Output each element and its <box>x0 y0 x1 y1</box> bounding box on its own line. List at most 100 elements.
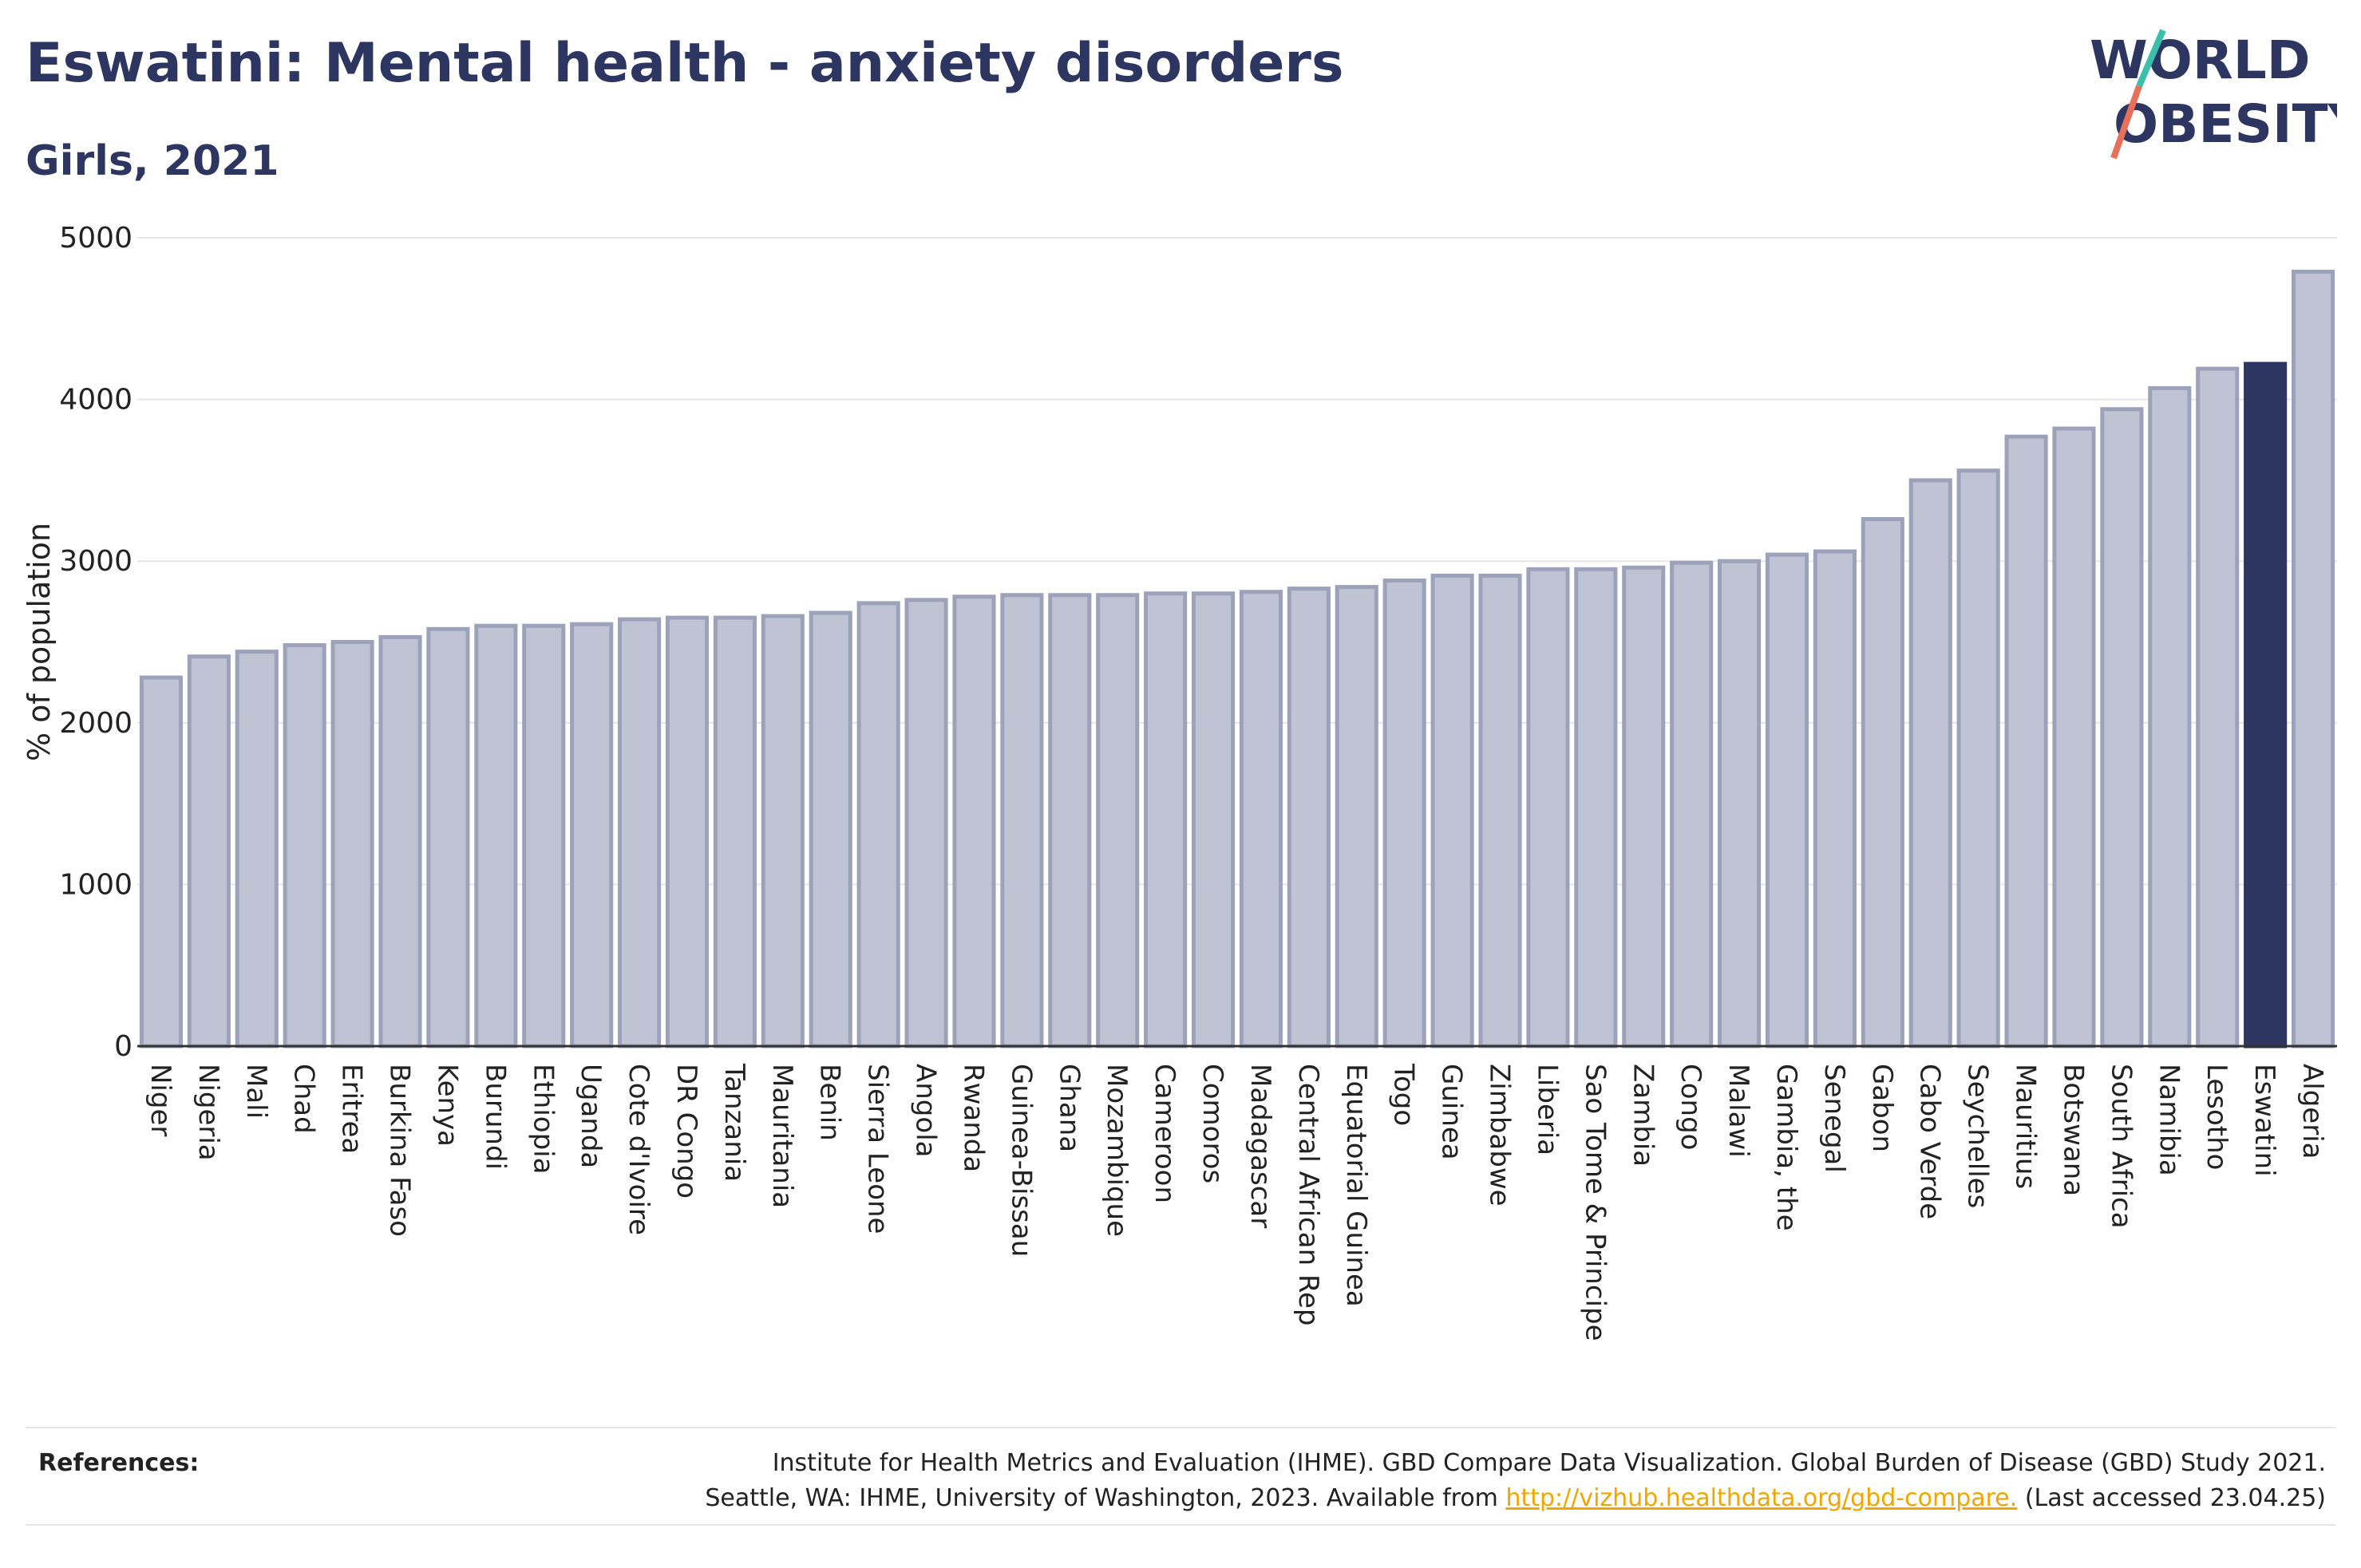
bar-gabon <box>1861 517 1904 1049</box>
bar-senegal <box>1813 549 1857 1049</box>
y-axis-ticks: 0 1000 2000 3000 4000 5000 <box>59 222 132 1063</box>
bar-namibia <box>2148 385 2192 1049</box>
bars <box>139 270 2335 1049</box>
bar-tanzania <box>713 615 757 1049</box>
x-tick-label: Gambia, the <box>1770 1064 1802 1231</box>
bar-niger <box>139 675 184 1049</box>
x-tick-label: Congo <box>1675 1064 1706 1150</box>
bar-zambia <box>1622 565 1666 1049</box>
x-tick-label: Central African Rep <box>1292 1064 1324 1326</box>
x-tick-label: Rwanda <box>957 1064 989 1172</box>
bar-comoros <box>1191 591 1236 1049</box>
bar-ethiopia <box>522 623 566 1049</box>
x-tick-label: Cabo Verde <box>1914 1064 1946 1219</box>
bar-burkina-faso <box>378 634 422 1049</box>
bar-cameroon <box>1144 591 1188 1049</box>
world-obesity-logo: WORLD OBESITY <box>2090 29 2337 160</box>
references-line-2-suffix: (Last accessed 23.04.25) <box>2017 1484 2326 1512</box>
y-tick-label: 5000 <box>59 222 132 255</box>
bar-botswana <box>2052 426 2096 1049</box>
x-tick-label: Sao Tome & Principe <box>1579 1064 1611 1341</box>
bar-kenya <box>426 626 470 1049</box>
y-tick-label: 3000 <box>59 545 132 578</box>
bar-guinea <box>1430 573 1474 1049</box>
x-axis-ticks: Niger Nigeria Mali Chad Eritrea Burkina Faso K… <box>144 1063 2328 1341</box>
bar-seychelles <box>1956 468 2000 1049</box>
x-tick-label: Malawi <box>1722 1064 1754 1158</box>
bar-mauritania <box>761 614 805 1049</box>
x-tick-label: Cameroon <box>1149 1064 1180 1203</box>
x-tick-label: Madagascar <box>1244 1064 1276 1228</box>
x-tick-label: Nigeria <box>192 1064 224 1161</box>
references-line-1: Institute for Health Metrics and Evaluat… <box>772 1449 2326 1477</box>
x-tick-label: Seychelles <box>1962 1064 1994 1208</box>
x-tick-label: Gabon <box>1866 1064 1898 1152</box>
y-tick-label: 1000 <box>59 868 132 901</box>
x-tick-label: Senegal <box>1818 1064 1850 1173</box>
references-link[interactable]: http://vizhub.healthdata.org/gbd-compare… <box>1505 1484 2018 1512</box>
references-line-2: Seattle, WA: IHME, University of Washing… <box>490 1481 2326 1516</box>
bar-togo <box>1382 579 1426 1049</box>
references-line-2-prefix: Seattle, WA: IHME, University of Washing… <box>705 1484 1506 1512</box>
x-tick-label: Mauritius <box>2010 1064 2042 1189</box>
x-tick-label: Sierra Leone <box>862 1064 894 1234</box>
bar-benin <box>809 610 852 1049</box>
x-tick-label: Kenya <box>431 1064 463 1147</box>
y-axis-label: % of population <box>22 523 57 761</box>
x-tick-label: Angola <box>910 1064 942 1157</box>
x-tick-label: Cote d'Ivoire <box>623 1064 655 1235</box>
x-tick-label: Togo <box>1388 1063 1420 1126</box>
bar-eswatini <box>2244 361 2288 1049</box>
bar-algeria <box>2291 270 2335 1049</box>
x-tick-label: Algeria <box>2296 1064 2328 1159</box>
bar-burundi <box>474 623 518 1049</box>
x-tick-label: Uganda <box>575 1064 607 1168</box>
x-tick-label: Mozambique <box>1101 1064 1133 1237</box>
bar-cote-d-ivoire <box>618 617 662 1049</box>
logo-slash-teal <box>2136 29 2166 88</box>
x-tick-label: Guinea <box>1436 1064 1468 1160</box>
bar-liberia <box>1526 567 1570 1049</box>
references-bottom-rule <box>26 1524 2335 1526</box>
x-tick-label: Comoros <box>1196 1064 1228 1183</box>
bar-equatorial-guinea <box>1335 585 1378 1049</box>
x-tick-label: Mali <box>240 1064 272 1119</box>
x-tick-label: Tanzania <box>718 1063 750 1182</box>
x-tick-label: Burkina Faso <box>384 1064 416 1237</box>
bar-madagascar <box>1239 590 1283 1049</box>
x-tick-label: Chad <box>288 1064 320 1134</box>
references-text: Institute for Health Metrics and Evaluat… <box>490 1446 2326 1516</box>
x-tick-label: Equatorial Guinea <box>1340 1064 1372 1307</box>
bar-south-africa <box>2100 407 2144 1049</box>
x-tick-label: DR Congo <box>670 1064 702 1199</box>
bar-ghana <box>1048 593 1092 1049</box>
bar-rwanda <box>952 594 996 1049</box>
bar-malawi <box>1718 559 1762 1049</box>
bar-mozambique <box>1096 593 1140 1049</box>
x-tick-label: Ethiopia <box>527 1064 559 1174</box>
bar-congo <box>1670 560 1714 1049</box>
bar-sierra-leone <box>856 601 900 1049</box>
references-label: References: <box>38 1449 200 1477</box>
x-tick-label: Guinea-Bissau <box>1005 1064 1037 1257</box>
bar-mauritius <box>2004 434 2048 1049</box>
bar-chart: 0 1000 2000 3000 4000 5000 % of population Ni… <box>22 222 2337 1341</box>
bar-central-african-rep <box>1287 587 1331 1049</box>
logo-line-2: OBESITY <box>2114 93 2337 155</box>
x-tick-label: Benin <box>814 1064 846 1141</box>
x-tick-label: Liberia <box>1531 1064 1563 1155</box>
x-tick-label: Botswana <box>2057 1064 2089 1196</box>
bar-angola <box>904 598 948 1049</box>
x-tick-label: Lesotho <box>2201 1064 2232 1170</box>
references-top-rule <box>26 1427 2335 1428</box>
x-tick-label: Ghana <box>1053 1064 1085 1152</box>
x-tick-label: Namibia <box>2153 1064 2185 1176</box>
x-tick-label: Eritrea <box>336 1064 368 1154</box>
bar-lesotho <box>2196 366 2240 1049</box>
chart-title: Eswatini: Mental health - anxiety disord… <box>26 32 1344 95</box>
y-tick-label: 0 <box>114 1030 132 1063</box>
logo-line-1: WORLD <box>2090 30 2311 91</box>
y-tick-label: 2000 <box>59 707 132 740</box>
bar-dr-congo <box>665 615 710 1049</box>
bar-mali <box>235 650 279 1049</box>
